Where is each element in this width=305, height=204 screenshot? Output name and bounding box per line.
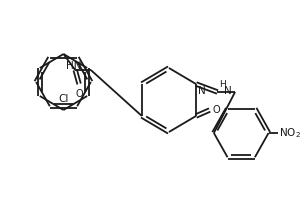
Text: NO$_2$: NO$_2$ [279,126,301,140]
Text: H: H [219,80,226,89]
Text: HN: HN [66,61,82,71]
Text: N: N [198,86,206,96]
Text: Cl: Cl [58,94,69,104]
Text: N: N [224,86,232,96]
Text: O: O [75,89,83,99]
Text: O: O [213,105,220,115]
